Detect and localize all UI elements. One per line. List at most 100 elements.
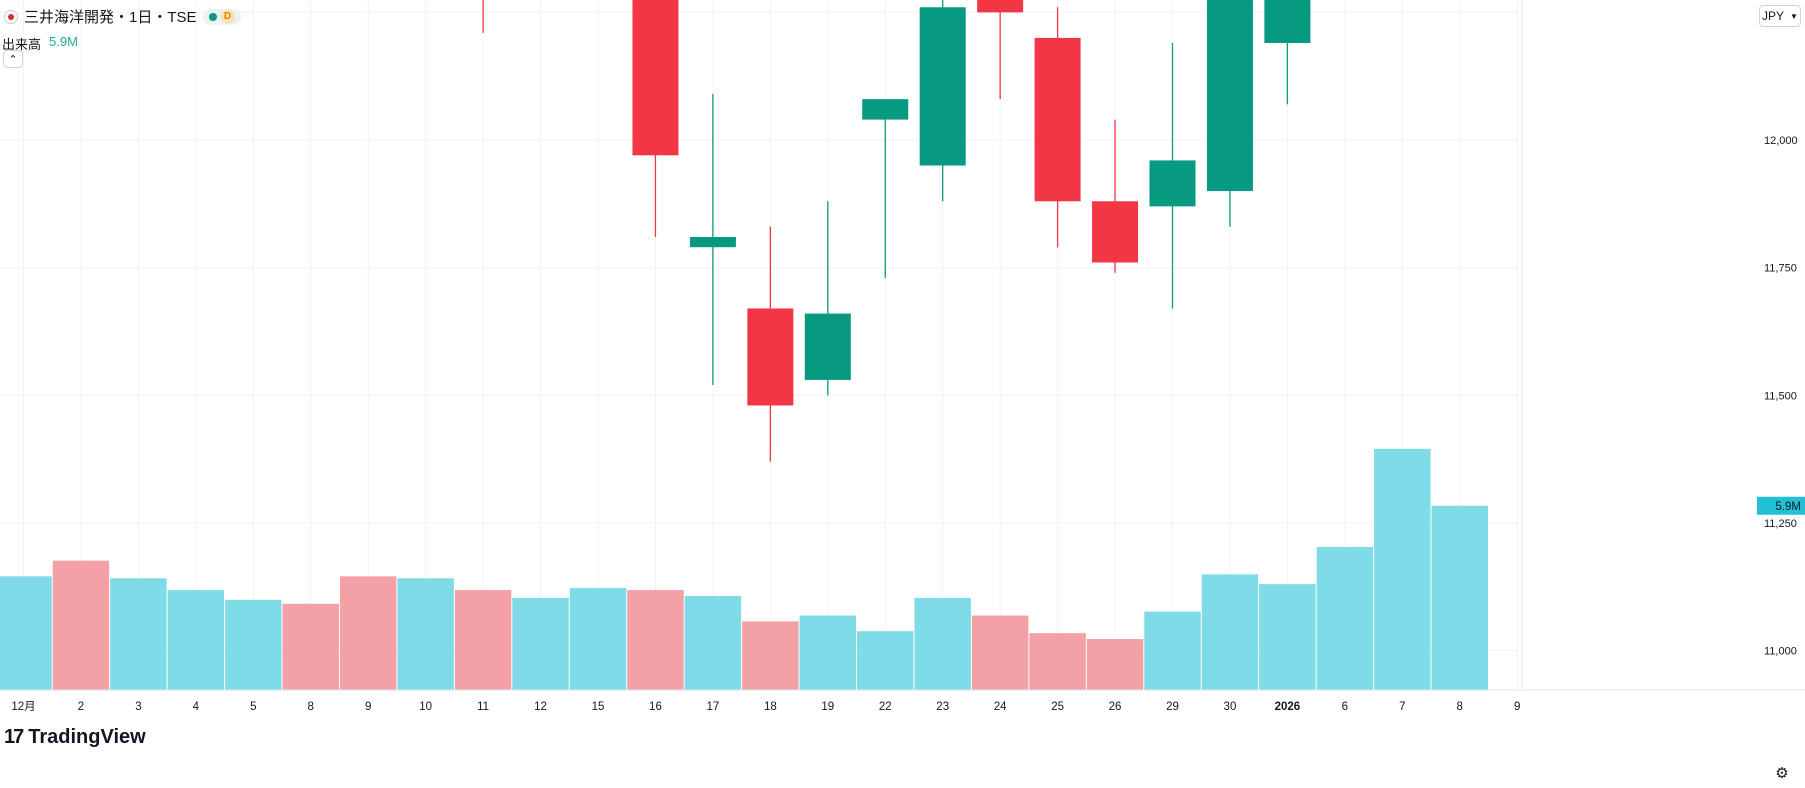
time-tick-label: 25 (1051, 701, 1064, 713)
volume-bar (971, 615, 1029, 690)
volume-bar (1374, 448, 1431, 690)
volume-bar (1029, 633, 1086, 690)
volume-bar (799, 615, 857, 690)
volume-bar (684, 595, 742, 690)
time-tick-label: 2 (78, 701, 84, 713)
candle (1034, 7, 1081, 248)
price-axis-labels: 11,00011,25011,50011,75012,00012,25012,5… (1764, 7, 1798, 658)
volume-bar (110, 578, 167, 690)
time-tick-label: 12 (534, 701, 547, 713)
candle-body (977, 0, 1024, 13)
candle (977, 0, 1024, 100)
volume-bar (282, 603, 339, 690)
price-tick-label: 11,000 (1764, 646, 1797, 658)
candle (482, 0, 484, 33)
time-tick-label: 16 (649, 701, 662, 713)
volume-bars (0, 448, 1488, 690)
candles (482, 0, 1311, 462)
volume-legend: 出来高 5.9M (2, 34, 78, 53)
time-tick-label: 19 (821, 701, 834, 713)
time-tick-label: 9 (365, 701, 371, 713)
candle-body (919, 7, 966, 166)
volume-bar (52, 560, 110, 690)
currency-selector[interactable]: JPY ▼ (1759, 5, 1801, 27)
tradingview-logo[interactable]: 17 TradingView (4, 726, 146, 749)
delayed-data-badge: D (220, 9, 235, 24)
volume-bar (569, 588, 627, 690)
candle-body (1264, 0, 1311, 44)
candle (747, 226, 794, 462)
price-tick-label: 11,250 (1764, 518, 1797, 530)
time-tick-label: 12月 (11, 701, 35, 713)
candle (1092, 119, 1139, 273)
time-tick-label: 11 (477, 701, 489, 713)
volume-bar (1201, 574, 1259, 690)
volume-bar (512, 597, 569, 690)
price-tick-label: 11,750 (1764, 263, 1797, 275)
time-tick-label: 9 (1514, 701, 1520, 713)
time-axis-labels: 12月 2 3 4 5 8 9 10 11 12 15 16 17 18 19 22 23 24 25 26 29 30 2… (11, 701, 1520, 713)
tradingview-logo-icon: 17 (4, 726, 24, 748)
price-tick-label: 11,500 (1764, 390, 1797, 402)
currency-label: JPY (1762, 9, 1785, 23)
volume-label: 出来高 (2, 37, 42, 52)
symbol-title[interactable]: 三井海洋開発・1日・TSE (24, 9, 197, 26)
candle-body (862, 99, 909, 120)
grid-lines (0, 0, 1520, 690)
market-status-badge[interactable]: D (202, 8, 241, 25)
volume-bar (1144, 611, 1201, 690)
time-tick-label: 8 (308, 701, 314, 713)
candle (804, 201, 851, 396)
current-volume-label: 5.9M (1757, 496, 1805, 515)
time-tick-label: 24 (994, 701, 1007, 713)
chevron-up-icon: ⌃ (8, 53, 18, 66)
volume-bar (1431, 505, 1488, 690)
japan-flag-icon (4, 9, 18, 24)
candle (632, 0, 679, 237)
candle-body (632, 0, 679, 156)
chart-legend: 三井海洋開発・1日・TSE D (4, 6, 241, 27)
tradingview-logo-text: TradingView (28, 726, 146, 748)
candle-body (689, 236, 736, 248)
time-tick-label: 23 (936, 701, 949, 713)
time-tick-label: 3 (135, 701, 141, 713)
time-tick-label: 17 (707, 701, 720, 713)
volume-bar (857, 631, 914, 690)
volume-bar (1086, 639, 1144, 690)
time-tick-label: 8 (1457, 701, 1463, 713)
volume-bar (225, 599, 282, 690)
volume-value: 5.9M (49, 34, 78, 49)
time-tick-label: 15 (592, 701, 605, 713)
candle-body (1206, 0, 1253, 192)
time-tick-label: 10 (419, 701, 432, 713)
time-tick-label: 26 (1109, 701, 1122, 713)
volume-bar (397, 578, 454, 690)
volume-bar (914, 597, 971, 690)
candle (1149, 43, 1196, 309)
candle (689, 94, 736, 386)
volume-bar (1316, 546, 1374, 690)
candle (862, 99, 909, 278)
candle (1206, 0, 1253, 227)
chart-settings-gear-icon[interactable]: ⚙ (1775, 765, 1789, 782)
collapse-legend-button[interactable]: ⌃ (3, 50, 23, 68)
time-tick-label: 22 (879, 701, 892, 713)
time-tick-label: 18 (764, 701, 777, 713)
volume-bar (0, 576, 52, 690)
volume-bar (1259, 584, 1316, 690)
time-tick-label: 30 (1224, 701, 1237, 713)
time-tick-label: 4 (193, 701, 200, 713)
volume-bar (167, 590, 225, 690)
current-volume-label-bg (1757, 496, 1805, 515)
volume-bar (742, 621, 799, 690)
price-tick-label: 12,000 (1764, 135, 1798, 147)
volume-bar (627, 590, 684, 690)
candle-body (804, 313, 851, 380)
current-volume-label-text: 5.9M (1775, 501, 1801, 513)
chevron-down-icon: ▼ (1790, 11, 1798, 21)
candle-body (1092, 201, 1139, 263)
time-tick-label: 5 (250, 701, 256, 713)
market-open-dot-icon (208, 12, 217, 21)
time-tick-label: 6 (1342, 701, 1348, 713)
